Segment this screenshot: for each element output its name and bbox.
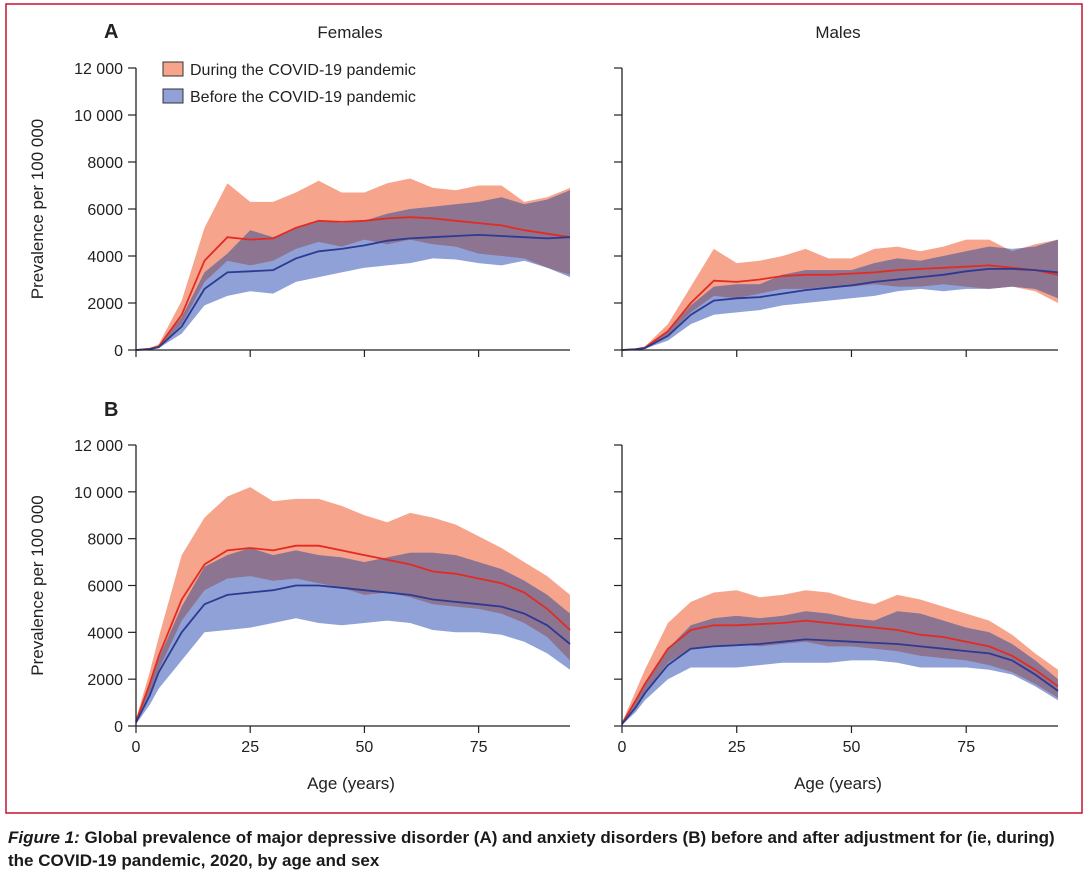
plot-a-males: [614, 67, 1059, 357]
line-before: [621, 267, 1059, 351]
x-axis-label: Age (years): [307, 774, 395, 793]
plot-b-females: 0 2000 4000 6000 8000 10 000 12 000 0 25 50 75 Age …: [28, 438, 571, 793]
line-during: [135, 544, 571, 722]
plot-b-males: 0 25 50 75 Age (years): [614, 444, 1059, 793]
y-tick-label: 12 000: [74, 438, 123, 455]
panel-label-b: B: [104, 399, 118, 421]
x-tick-label: 0: [132, 739, 141, 756]
x-tick-label: 75: [957, 739, 975, 756]
legend: During the COVID-19 pandemic Before the …: [162, 61, 416, 106]
column-title-males: Males: [815, 23, 860, 42]
y-tick-label: 2000: [87, 296, 123, 313]
legend-label-during: During the COVID-19 pandemic: [190, 62, 416, 79]
legend-label-before: Before the COVID-19 pandemic: [190, 89, 416, 106]
line-before: [621, 638, 1059, 725]
caption-text: Global prevalence of major depressive di…: [8, 828, 1055, 870]
y-tick-label: 10 000: [74, 485, 123, 502]
y-tick-label: 4000: [87, 249, 123, 266]
y-tick-label: 10 000: [74, 108, 123, 125]
line-before: [135, 584, 571, 723]
y-axis-label: Prevalence per 100 000: [28, 119, 47, 300]
x-axis-label: Age (years): [794, 774, 882, 793]
line-before: [135, 233, 571, 351]
line-during: [135, 216, 571, 351]
y-tick-label: 2000: [87, 672, 123, 689]
panel-label-a: A: [104, 21, 118, 43]
x-tick-label: 75: [470, 739, 488, 756]
x-tick-label: 50: [843, 739, 861, 756]
y-tick-label: 8000: [87, 155, 123, 172]
y-tick-label: 12 000: [74, 61, 123, 78]
band-during: [136, 487, 570, 724]
y-tick-label: 6000: [87, 202, 123, 219]
legend-swatch-during: [162, 61, 184, 77]
line-during: [621, 619, 1059, 725]
y-tick-label: 4000: [87, 625, 123, 642]
band-overlap: [622, 611, 1058, 725]
column-title-females: Females: [317, 23, 382, 42]
figure-caption: Figure 1: Global prevalence of major dep…: [8, 826, 1078, 872]
caption-label: Figure 1:: [8, 828, 80, 847]
legend-swatch-before: [162, 88, 184, 104]
y-tick-label: 8000: [87, 532, 123, 549]
y-tick-label: 0: [114, 343, 123, 360]
figure-frame: [5, 3, 1083, 814]
plot-a-females: 0 2000 4000 6000 8000 10 000 12 000 Prevalence …: [28, 61, 571, 360]
line-during: [621, 264, 1059, 351]
x-tick-label: 25: [241, 739, 259, 756]
y-tick-label: 0: [114, 719, 123, 736]
x-tick-label: 0: [618, 739, 627, 756]
y-axis-label: Prevalence per 100 000: [28, 495, 47, 676]
x-tick-label: 25: [728, 739, 746, 756]
y-tick-label: 6000: [87, 579, 123, 596]
x-tick-label: 50: [356, 739, 374, 756]
